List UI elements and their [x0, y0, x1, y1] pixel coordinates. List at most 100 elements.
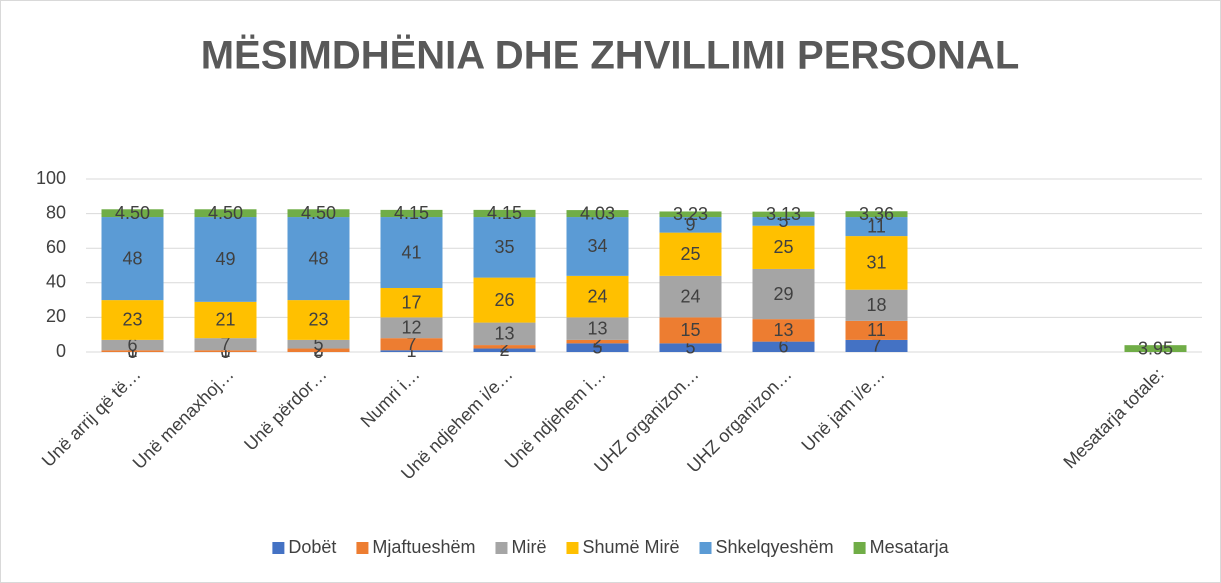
data-label: 13: [494, 324, 514, 344]
bar-segment: [566, 275, 629, 318]
data-label: 24: [587, 286, 607, 306]
data-label: 1: [406, 341, 416, 361]
data-label: 5: [778, 211, 788, 231]
bar-segment: [473, 345, 536, 349]
data-label: 4.50: [301, 203, 336, 223]
bar-segment: [194, 350, 257, 352]
bar-segment: [566, 339, 629, 344]
bar-segment: [194, 301, 257, 339]
data-label: 5: [685, 337, 695, 357]
bar-segment: [566, 210, 629, 218]
data-label: 23: [122, 310, 142, 330]
data-label: 15: [680, 320, 700, 340]
data-label: 7: [871, 336, 881, 356]
data-label: 13: [587, 318, 607, 338]
data-label: 2: [499, 340, 509, 360]
bar-segment: [473, 322, 536, 346]
chart-title: MËSIMDHËNIA DHE ZHVILLIMI PERSONAL: [201, 34, 1020, 78]
data-label: 31: [866, 253, 886, 273]
data-label: 25: [680, 244, 700, 264]
data-label: 5: [592, 337, 602, 357]
bar-segment: [473, 348, 536, 352]
bar-segment: [845, 339, 908, 352]
legend-label: Mirë: [511, 537, 546, 557]
data-label: 3.13: [766, 204, 801, 224]
data-label: 6: [778, 337, 788, 357]
data-label: 7: [406, 334, 416, 354]
bar-segment: [101, 217, 164, 301]
data-label: 13: [773, 320, 793, 340]
data-label: 26: [494, 290, 514, 310]
legend-swatch: [853, 542, 866, 554]
data-label: 4.50: [115, 203, 150, 223]
data-label: 12: [401, 318, 421, 338]
data-label: 2: [313, 340, 323, 360]
y-tick-label: 0: [56, 341, 66, 361]
bar-segment: [566, 217, 629, 276]
legend: Dobët Mjaftueshëm Mirë Shumë Mirë Shkelqyesh…: [272, 537, 950, 557]
bar-segment: [473, 277, 536, 323]
legend-swatch: [566, 542, 579, 554]
bar-segment: [845, 217, 908, 237]
legend-label: Shkelqyeshëm: [716, 537, 834, 557]
bar-segment: [287, 300, 350, 340]
data-label: 23: [308, 310, 328, 330]
data-label: 4.03: [580, 203, 615, 223]
bar-segment: [380, 317, 443, 339]
data-label: 1: [127, 341, 137, 361]
y-tick-label: 80: [46, 202, 66, 222]
bar-segment: [287, 217, 350, 301]
legend-label: Dobët: [288, 537, 336, 557]
data-label: 49: [215, 249, 235, 269]
legend-swatch: [699, 542, 712, 554]
data-label: 25: [773, 237, 793, 257]
data-label: 3.95: [1138, 338, 1173, 358]
bar-segment: [287, 348, 350, 352]
bar-segment: [659, 211, 722, 218]
bar-segment: [380, 350, 443, 352]
bar-segment: [752, 268, 815, 320]
bar-segment: [380, 209, 443, 218]
bar-segment: [101, 339, 164, 351]
data-label: 11: [867, 320, 886, 340]
bar-segment: [473, 209, 536, 218]
bar-segment: [659, 317, 722, 344]
y-tick-label: 40: [46, 272, 66, 292]
bar-segment: [1124, 345, 1187, 352]
data-label: 21: [215, 310, 235, 330]
data-label: 41: [401, 242, 421, 262]
bar-segment: [194, 217, 257, 302]
bar-segment: [845, 320, 908, 340]
bar-segment: [845, 236, 908, 290]
data-label: 24: [680, 286, 700, 306]
bar-segment: [287, 209, 350, 218]
bar-segment: [845, 289, 908, 321]
data-label: 17: [401, 292, 421, 312]
bar-segment: [101, 209, 164, 218]
bar-segment: [752, 225, 815, 269]
data-label: 11: [867, 216, 886, 236]
bar-segment: [473, 217, 536, 278]
y-tick-label: 60: [46, 237, 66, 257]
data-label: 35: [494, 237, 514, 257]
data-label: 4.15: [394, 203, 429, 223]
y-tick-label: 20: [46, 306, 66, 326]
bar-segment: [845, 211, 908, 218]
data-label: 7: [220, 334, 230, 354]
bar-segment: [287, 339, 350, 349]
data-label: 6: [127, 335, 137, 355]
bar-segment: [380, 338, 443, 351]
bar-segment: [194, 209, 257, 218]
data-label: 18: [866, 295, 886, 315]
data-label: 48: [308, 248, 328, 268]
legend-label: Shumë Mirë: [582, 537, 679, 557]
bar-segment: [380, 287, 443, 318]
bar-segment: [752, 319, 815, 342]
bar-segment: [380, 217, 443, 288]
bar-segment: [566, 317, 629, 340]
data-label: 2: [499, 337, 509, 357]
bar-segment: [659, 232, 722, 276]
bar-segment: [752, 211, 815, 218]
legend-swatch: [495, 542, 508, 554]
legend-swatch: [272, 542, 285, 554]
